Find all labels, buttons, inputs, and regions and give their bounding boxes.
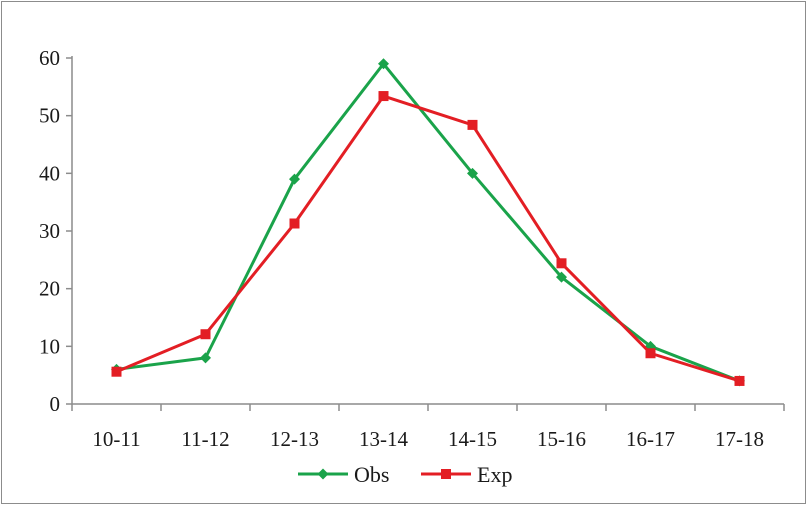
x-tick-label: 13-14	[359, 427, 408, 451]
legend: Obs Exp	[298, 462, 512, 487]
y-tick-label: 50	[39, 104, 60, 128]
data-point-exp	[200, 329, 211, 340]
data-point-exp	[378, 91, 389, 102]
data-point-obs	[289, 173, 300, 185]
series-layer	[111, 58, 745, 387]
legend-label: Exp	[477, 462, 512, 487]
data-point-exp	[556, 258, 567, 269]
y-tick-label: 30	[39, 219, 60, 243]
data-point-exp	[467, 119, 478, 130]
data-point-exp	[111, 366, 122, 377]
legend-marker	[441, 469, 451, 479]
legend-item-obs: Obs	[298, 462, 389, 487]
y-tick-label: 40	[39, 161, 60, 185]
data-point-exp	[734, 375, 745, 386]
y-tick-label: 10	[39, 334, 60, 358]
x-tick-label: 15-16	[537, 427, 586, 451]
data-point-obs	[378, 58, 389, 70]
data-point-obs	[467, 167, 478, 179]
data-point-obs	[556, 271, 567, 283]
series-line-obs	[116, 62, 741, 383]
legend-item-exp: Exp	[421, 462, 512, 487]
legend-marker	[317, 468, 329, 480]
y-tick-label: 20	[39, 277, 60, 301]
axes	[66, 56, 785, 411]
tick-labels: 0 10 20 30 40 50 60 10-11 11-12 12-13 13-14 14-15 15…	[39, 46, 764, 451]
y-tick-label: 0	[50, 392, 61, 416]
x-tick-label: 11-12	[181, 427, 229, 451]
x-tick-label: 10-11	[92, 427, 140, 451]
x-tick-label: 12-13	[270, 427, 319, 451]
y-tick-label: 60	[39, 46, 60, 70]
data-point-exp	[289, 218, 300, 229]
x-tick-label: 17-18	[715, 427, 764, 451]
legend-label: Obs	[354, 462, 389, 487]
x-tick-label: 14-15	[448, 427, 497, 451]
data-point-exp	[645, 348, 656, 359]
data-point-obs	[200, 352, 211, 364]
x-tick-label: 16-17	[626, 427, 675, 451]
series-line-exp	[115, 94, 740, 383]
